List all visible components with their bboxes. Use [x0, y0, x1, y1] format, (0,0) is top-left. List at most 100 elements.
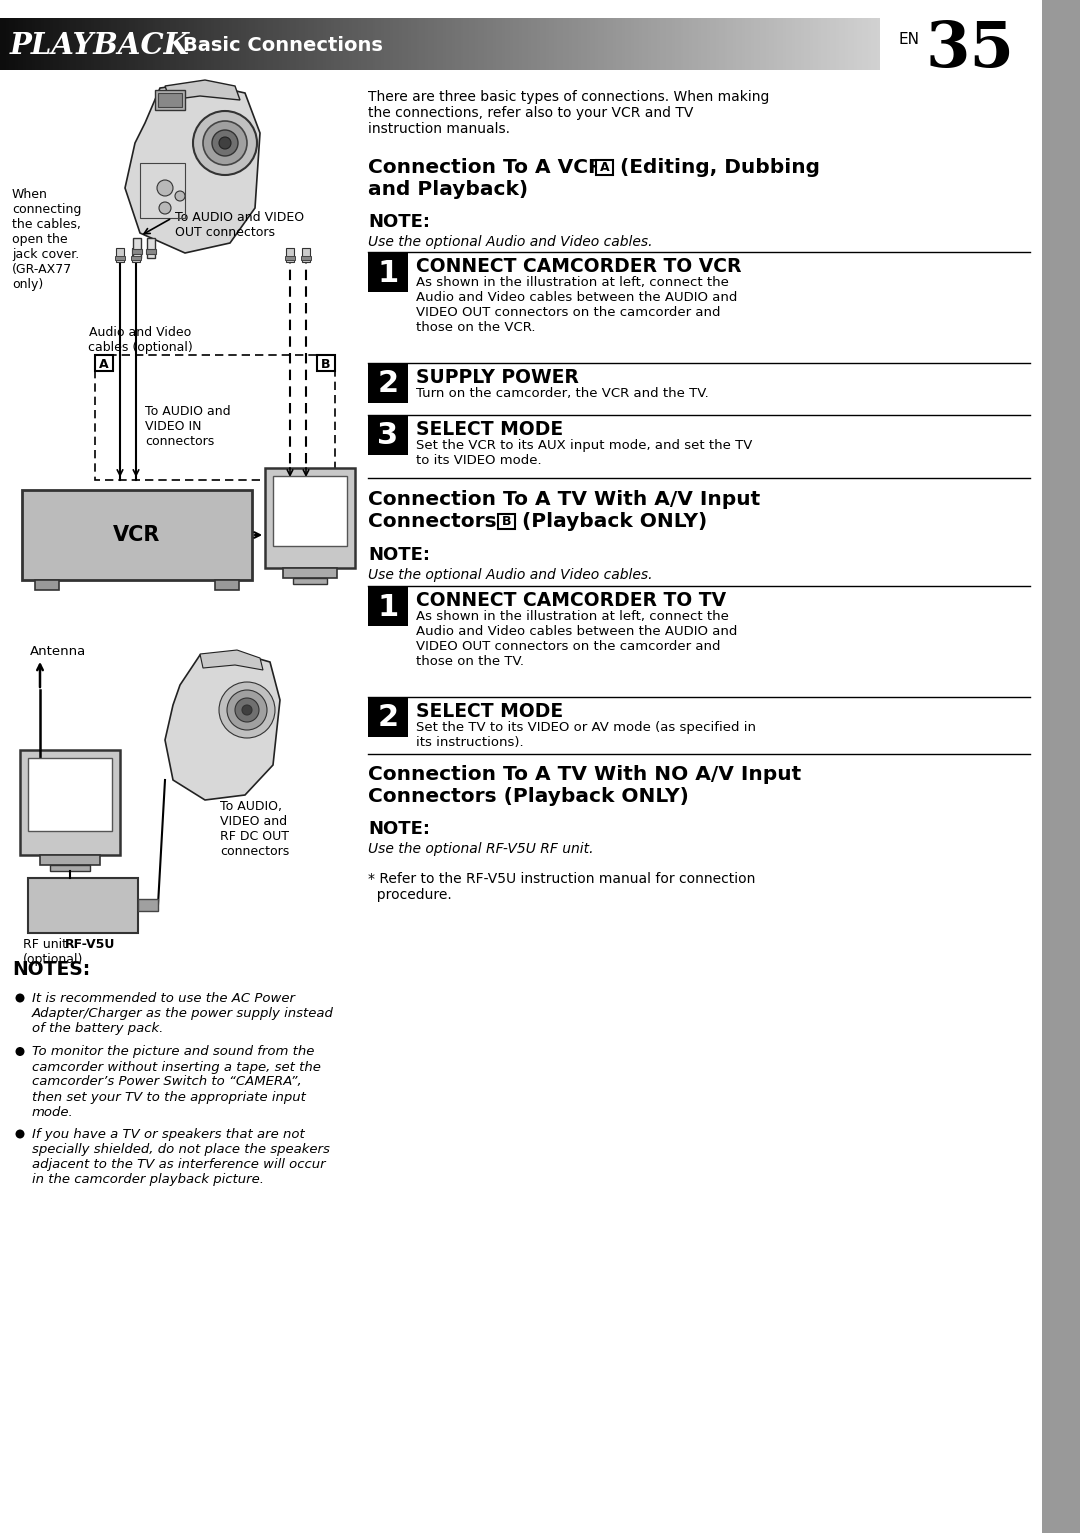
Circle shape — [15, 993, 25, 1003]
Text: As shown in the illustration at left, connect the
Audio and Video cables between: As shown in the illustration at left, co… — [416, 276, 738, 334]
Bar — [106, 18, 108, 71]
Bar — [212, 18, 214, 71]
Bar — [114, 256, 125, 261]
Bar — [458, 18, 460, 71]
Bar — [197, 18, 200, 71]
Bar — [176, 18, 179, 71]
Bar — [17, 18, 21, 71]
Bar — [126, 18, 130, 71]
Bar — [868, 18, 872, 71]
Bar — [253, 18, 255, 71]
Bar — [99, 18, 103, 71]
Polygon shape — [200, 650, 264, 670]
Bar — [335, 18, 337, 71]
Bar — [429, 18, 431, 71]
Bar — [38, 18, 41, 71]
Bar — [554, 18, 557, 71]
Text: SELECT MODE: SELECT MODE — [416, 420, 563, 438]
Text: NOTE:: NOTE: — [368, 546, 430, 564]
Bar — [15, 18, 17, 71]
Bar — [800, 18, 804, 71]
Bar — [446, 18, 449, 71]
Text: Connection To A TV With NO A/V Input: Connection To A TV With NO A/V Input — [368, 765, 801, 783]
Bar — [320, 18, 323, 71]
Bar — [171, 18, 173, 71]
Polygon shape — [165, 652, 280, 800]
Bar — [669, 18, 672, 71]
Bar — [73, 18, 77, 71]
Bar — [569, 18, 572, 71]
Bar — [79, 18, 82, 71]
Bar — [440, 18, 443, 71]
Bar — [85, 18, 87, 71]
Bar — [431, 18, 434, 71]
Text: and Playback): and Playback) — [368, 179, 528, 199]
Bar — [0, 18, 3, 71]
Bar — [696, 18, 698, 71]
Circle shape — [193, 110, 257, 175]
Bar — [294, 18, 296, 71]
Bar — [273, 18, 275, 71]
Text: Basic Connections: Basic Connections — [183, 35, 383, 55]
Bar — [287, 18, 291, 71]
Bar — [689, 18, 692, 71]
Bar — [65, 18, 67, 71]
Bar — [220, 18, 222, 71]
Bar — [302, 18, 305, 71]
Bar — [305, 18, 308, 71]
Bar — [21, 750, 120, 855]
Bar — [369, 18, 373, 71]
Bar — [150, 18, 152, 71]
Text: When
connecting
the cables,
open the
jack cover.
(GR-AX77
only): When connecting the cables, open the jac… — [12, 189, 81, 291]
Bar — [718, 18, 721, 71]
Bar — [804, 18, 807, 71]
Bar — [408, 18, 410, 71]
Text: To AUDIO,
VIDEO and
RF DC OUT
connectors: To AUDIO, VIDEO and RF DC OUT connectors — [220, 800, 289, 858]
Bar — [41, 18, 44, 71]
Bar — [542, 18, 545, 71]
Bar — [381, 18, 384, 71]
Bar — [575, 18, 578, 71]
Circle shape — [157, 179, 173, 196]
Bar — [751, 18, 754, 71]
Bar — [522, 18, 525, 71]
Bar — [607, 18, 610, 71]
Bar — [255, 18, 258, 71]
Bar — [164, 18, 167, 71]
Text: B: B — [321, 357, 330, 371]
Bar — [308, 18, 311, 71]
Bar — [28, 757, 112, 831]
Bar — [625, 18, 627, 71]
Bar — [827, 18, 831, 71]
Text: Antenna: Antenna — [30, 645, 86, 658]
Bar — [596, 159, 613, 175]
Circle shape — [212, 130, 238, 156]
Bar — [657, 18, 660, 71]
Bar — [792, 18, 795, 71]
Bar — [643, 18, 646, 71]
Bar — [95, 356, 113, 371]
Bar — [94, 18, 97, 71]
Text: Connection To A VCR: Connection To A VCR — [368, 158, 610, 176]
Bar — [481, 18, 484, 71]
Bar — [368, 698, 408, 737]
Bar — [173, 18, 176, 71]
Text: PLAYBACK: PLAYBACK — [10, 31, 190, 60]
Bar — [361, 18, 364, 71]
Bar — [12, 18, 15, 71]
Bar — [133, 238, 141, 258]
Bar — [619, 18, 622, 71]
Bar — [135, 18, 138, 71]
Bar — [737, 18, 739, 71]
Bar — [282, 18, 284, 71]
Bar — [214, 18, 217, 71]
Bar — [692, 18, 696, 71]
Bar — [451, 18, 455, 71]
Bar — [842, 18, 845, 71]
Text: SUPPLY POWER: SUPPLY POWER — [416, 368, 579, 386]
Bar — [508, 18, 511, 71]
Bar — [302, 248, 310, 262]
Bar — [378, 18, 381, 71]
Bar — [108, 18, 111, 71]
Bar — [56, 18, 58, 71]
